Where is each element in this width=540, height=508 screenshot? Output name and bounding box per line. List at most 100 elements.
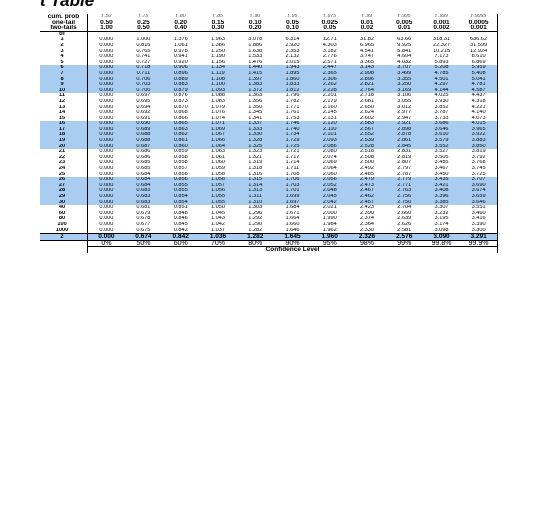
value-cell: 0.000	[87, 227, 125, 234]
df-cell: 24	[58, 166, 66, 172]
value-cell: 2.567	[348, 126, 386, 133]
value-cell: 0.000	[87, 199, 125, 206]
value-cell: 3.930	[434, 98, 449, 104]
value-cell: 1.646	[285, 227, 300, 233]
one-tail-value: 0.01	[360, 19, 374, 26]
value-cell: 0.856	[162, 177, 200, 183]
table-row: 8 0.000 0.706 0.889 1.108 1.397 1.860 2.306 2.89…	[40, 76, 499, 83]
value-cell: 4.032	[397, 59, 412, 65]
value-cell: 1.315	[236, 177, 274, 183]
confidence-level: 95%	[322, 240, 337, 247]
value-cell: 2.423	[360, 205, 375, 211]
value-cell: 2.131	[322, 115, 337, 121]
df-cell: 29	[40, 194, 88, 200]
value-cell: 6.965	[360, 42, 375, 48]
value-cell: 1.350	[248, 104, 263, 110]
value-cell: 0.883	[162, 82, 200, 88]
value-cell: 2.074	[322, 154, 337, 160]
df-header-cell	[124, 30, 163, 38]
value-cell: 31.82	[360, 37, 375, 43]
value-cell: 1.290	[248, 221, 263, 227]
value-cell: 0.689	[124, 126, 163, 133]
value-cell: 2.160	[322, 104, 337, 110]
value-cell: 0.741	[136, 54, 151, 60]
value-cell: 1.093	[199, 87, 237, 94]
value-cell: 1.664	[285, 216, 300, 222]
value-cell: 5.408	[460, 70, 499, 77]
value-cell: 1.860	[273, 76, 312, 83]
value-cell: 2.485	[360, 171, 375, 177]
z-value-cell: 1.645	[273, 233, 312, 241]
table-row: 17 0.000 0.689 0.863 1.069 1.333 1.740 2.110 2.5…	[40, 126, 499, 133]
value-cell: 2.764	[348, 87, 386, 94]
value-cell: 2.787	[397, 171, 412, 177]
value-cell: 2.000	[322, 210, 337, 216]
value-cell: 0.000	[87, 154, 125, 161]
value-cell: 12.924	[460, 48, 499, 55]
value-cell: 1.886	[248, 42, 263, 48]
value-cell: 0.686	[136, 149, 151, 155]
value-cell: 2.500	[360, 160, 375, 166]
value-cell: 1.250	[210, 48, 225, 54]
value-cell: 0.870	[173, 104, 188, 110]
value-cell: 3.385	[422, 199, 461, 206]
value-cell: 3.747	[360, 54, 375, 60]
value-cell: 2.779	[385, 177, 423, 183]
value-cell: 1.088	[210, 93, 225, 99]
value-cell: 0.865	[162, 121, 200, 127]
value-cell: 3.551	[460, 205, 499, 211]
one-tail-value: 0.025	[321, 19, 338, 26]
value-cell: 2.390	[360, 210, 375, 216]
value-cell: 3.307	[434, 205, 449, 211]
value-cell: 1.056	[199, 188, 237, 194]
value-cell: 1.156	[210, 59, 225, 65]
one-tail-value: 0.25	[137, 19, 150, 26]
value-cell: 0.684	[124, 177, 163, 183]
z-value-cell: 0.674	[124, 233, 163, 241]
value-cell: 0.683	[124, 199, 163, 206]
value-cell: 318.31	[433, 37, 451, 43]
value-cell: 1.782	[285, 98, 300, 104]
value-cell: 2.021	[322, 205, 337, 211]
value-cell: 2.583	[348, 121, 386, 127]
value-cell: 2.145	[322, 110, 337, 116]
z-value-cell: 3.090	[422, 233, 461, 241]
value-cell: 2.080	[322, 149, 337, 155]
value-cell: 0.000	[87, 82, 125, 88]
df-header-cell	[348, 30, 386, 38]
value-cell: 0.978	[173, 48, 188, 54]
value-cell: 1.076	[210, 110, 225, 116]
one-tail-label: one-tail	[51, 19, 76, 26]
value-cell: 3.195	[434, 216, 449, 222]
confidence-label-spacer	[40, 247, 88, 253]
df-header-cell	[460, 30, 499, 38]
confidence-row: 0% 50% 60% 70% 80% 90% 95% 98% 99% 99.8% 99.9%	[40, 240, 499, 247]
value-cell: 1.345	[248, 110, 263, 116]
value-cell: 0.000	[87, 87, 125, 94]
value-cell: 1.328	[236, 138, 274, 144]
value-cell: 0.692	[136, 110, 151, 116]
value-cell: 3.143	[348, 65, 386, 71]
value-cell: 1.043	[210, 216, 225, 222]
value-cell: 3.416	[460, 216, 499, 222]
value-cell: 5.208	[422, 65, 461, 71]
table-row: 60 0.000 0.679 0.848 1.045 1.296 1.671 2.000 2.3…	[40, 210, 499, 217]
table-row: 6 0.000 0.718 0.906 1.134 1.440 1.943 2.447 3.14…	[40, 65, 499, 71]
two-tails-value: 1.00	[87, 25, 125, 32]
value-cell: 4.221	[460, 104, 499, 111]
value-cell: 0.941	[173, 54, 188, 60]
value-cell: 0.000	[87, 93, 125, 99]
df-cell: 12	[58, 98, 66, 104]
value-cell: 3.707	[385, 65, 423, 71]
value-cell: 0.694	[136, 104, 151, 110]
value-cell: 0.000	[87, 104, 125, 111]
value-cell: 0.685	[136, 160, 151, 166]
value-cell: 3.745	[460, 166, 499, 172]
value-cell: 0.000	[87, 110, 125, 116]
value-cell: 3.365	[360, 59, 375, 65]
df-header-cell	[199, 30, 237, 38]
df-cell: 80	[58, 216, 66, 222]
value-cell: 1.638	[248, 48, 263, 54]
value-cell: 0.854	[162, 194, 200, 200]
value-cell: 3.467	[434, 166, 449, 172]
